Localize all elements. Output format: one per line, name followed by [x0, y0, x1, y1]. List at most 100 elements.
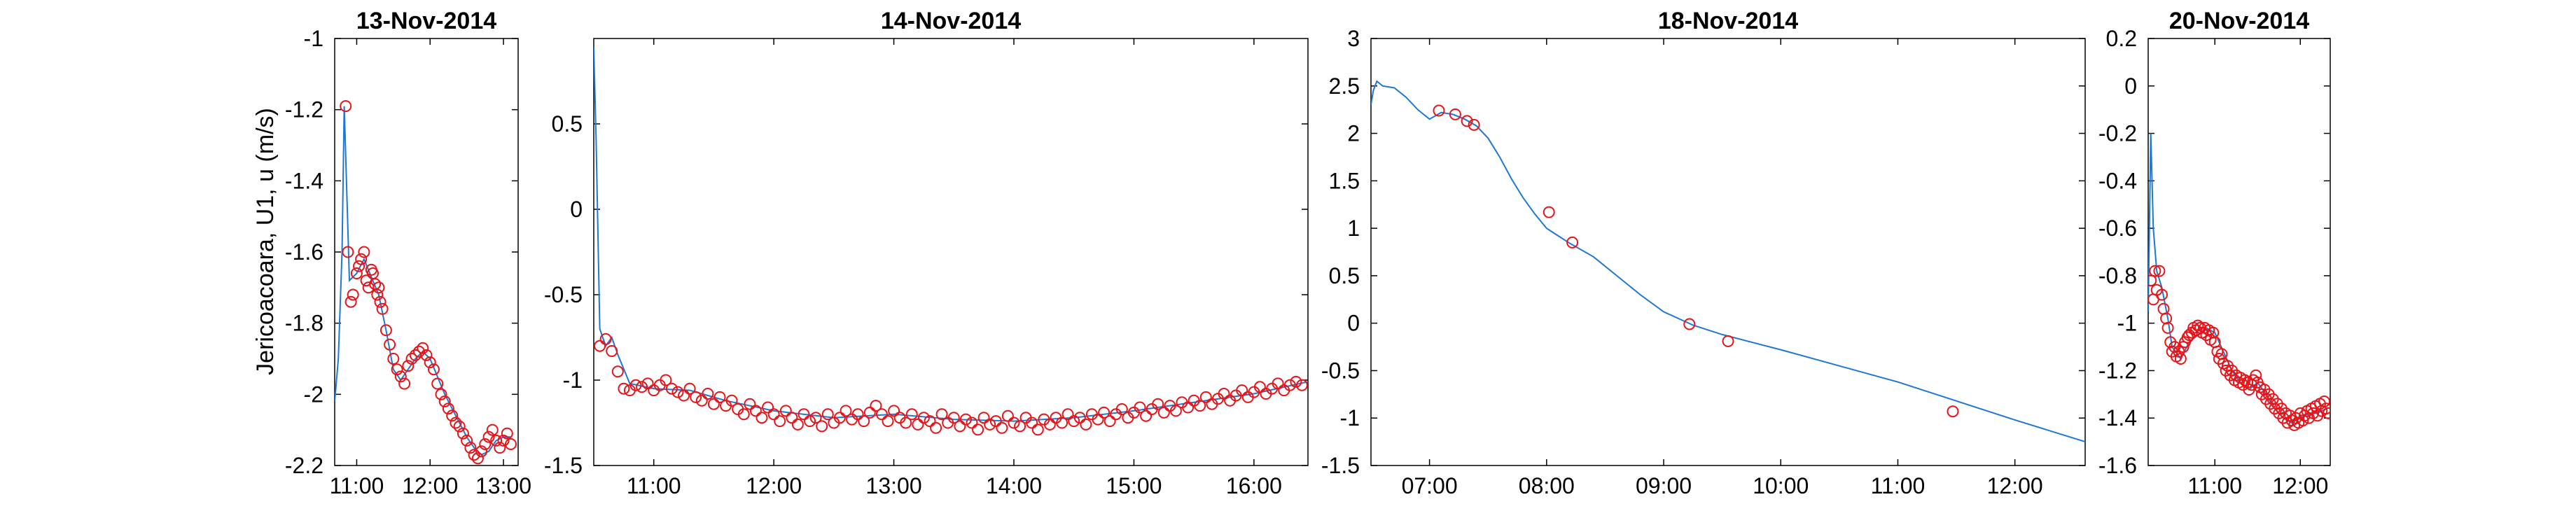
data-marker: [707, 398, 720, 410]
data-marker: [340, 100, 352, 113]
x-tick-label: 12:00: [402, 473, 458, 498]
data-marker: [471, 452, 484, 465]
data-marker: [402, 360, 415, 372]
data-marker: [428, 363, 440, 376]
data-marker: [618, 382, 630, 395]
data-marker: [2323, 407, 2330, 419]
data-marker: [2174, 353, 2187, 365]
y-tick-label: -1: [2117, 311, 2137, 336]
x-tick-label: 11:00: [1871, 473, 1926, 498]
y-tick-label: 3: [1347, 26, 1360, 51]
data-marker: [475, 445, 488, 458]
x-tick-label: 13:00: [866, 473, 922, 498]
y-tick-label: -1: [304, 26, 323, 51]
y-tick-label: -1.5: [1321, 453, 1360, 478]
data-marker: [791, 418, 804, 430]
data-marker: [762, 401, 774, 414]
data-marker: [380, 324, 392, 337]
data-marker: [350, 267, 363, 279]
data-marker: [1236, 384, 1248, 397]
y-tick-label: 0: [2124, 74, 2137, 99]
data-marker: [482, 430, 495, 443]
y-axis-label: Jericoacoara, U1, u (m/s): [252, 108, 279, 375]
data-marker: [1543, 206, 1555, 218]
data-marker: [725, 394, 738, 407]
data-marker: [947, 412, 960, 424]
data-marker: [954, 420, 966, 433]
panel-14-nov: 14-Nov-2014 -1.5 -1 -0.5 0 0.5 11:00 12:00 13:00…: [544, 8, 1309, 498]
data-marker: [671, 386, 684, 398]
data-marker: [1272, 377, 1284, 390]
data-marker: [374, 295, 387, 308]
y-tick-label: -1.5: [544, 453, 583, 478]
y-tick-label: 0.2: [2106, 26, 2137, 51]
data-marker: [2156, 288, 2168, 301]
data-marker: [394, 370, 407, 383]
data-marker: [882, 415, 894, 428]
data-marker: [342, 246, 354, 258]
data-marker: [786, 412, 798, 424]
data-marker: [611, 365, 624, 378]
y-tick-label: 0: [570, 197, 583, 222]
y-tick-label: 0.5: [1329, 263, 1360, 288]
data-marker: [858, 415, 870, 428]
data-marker: [1169, 405, 1182, 417]
data-marker: [767, 408, 780, 421]
x-tick-label: 15:00: [1106, 473, 1162, 498]
data-marker: [924, 415, 936, 428]
x-tick-label: 12:00: [2272, 473, 2328, 498]
data-marker: [479, 438, 492, 450]
data-marker: [821, 408, 834, 421]
data-marker: [1031, 424, 1044, 436]
plot-frame: [1370, 38, 2086, 466]
y-tick-label: -0.5: [1321, 358, 1360, 383]
data-marker: [660, 374, 672, 386]
data-marker: [453, 420, 466, 433]
y-tick-label: 1.5: [1329, 168, 1360, 193]
data-marker: [457, 427, 469, 440]
y-tick-label: -1.4: [285, 168, 323, 193]
y-tick-label: -1.4: [2098, 405, 2137, 430]
data-marker: [486, 424, 499, 436]
data-marker: [464, 442, 477, 454]
x-tick-label: 13:00: [475, 473, 531, 498]
data-marker: [683, 382, 696, 395]
data-marker: [840, 405, 852, 417]
y-tick-label: -0.8: [2098, 263, 2137, 288]
data-marker: [1043, 418, 1056, 430]
data-marker: [917, 412, 930, 424]
data-marker: [977, 412, 990, 424]
data-marker: [353, 260, 365, 272]
data-marker: [2157, 302, 2170, 315]
data-marker: [376, 302, 389, 315]
data-marker: [695, 394, 708, 407]
data-marker: [490, 434, 503, 447]
data-marker: [816, 420, 828, 433]
y-tick-label: -1: [1340, 405, 1360, 430]
data-marker: [384, 338, 396, 351]
y-tick-label: -0.4: [2098, 168, 2137, 193]
data-marker: [749, 405, 762, 417]
chart-title: 14-Nov-2014: [881, 8, 1021, 34]
data-marker: [959, 413, 972, 426]
y-tick-label: -0.2: [2098, 121, 2137, 146]
panel-18-nov: 18-Nov-2014 -1.5 -1 -0.5 0 0.5 1 1.5 2 2.5 3 07:00 0…: [1321, 8, 2086, 498]
y-tick-label: 2.5: [1329, 74, 1360, 99]
data-marker: [501, 427, 513, 440]
data-marker: [1056, 416, 1068, 429]
data-marker: [1026, 416, 1038, 429]
data-marker: [713, 391, 726, 403]
data-marker: [737, 408, 750, 421]
plot-frame: [334, 38, 519, 466]
data-marker: [2160, 312, 2173, 325]
data-marker: [468, 449, 480, 461]
x-tick-label: 08:00: [1519, 473, 1575, 498]
data-marker: [744, 398, 756, 410]
data-marker: [2194, 321, 2206, 334]
x-tick-label: 11:00: [627, 473, 681, 498]
plot-data: [335, 100, 517, 465]
x-tick-label: 11:00: [330, 473, 384, 498]
data-marker: [1461, 115, 1473, 127]
data-marker: [358, 246, 370, 258]
data-marker: [344, 295, 357, 308]
